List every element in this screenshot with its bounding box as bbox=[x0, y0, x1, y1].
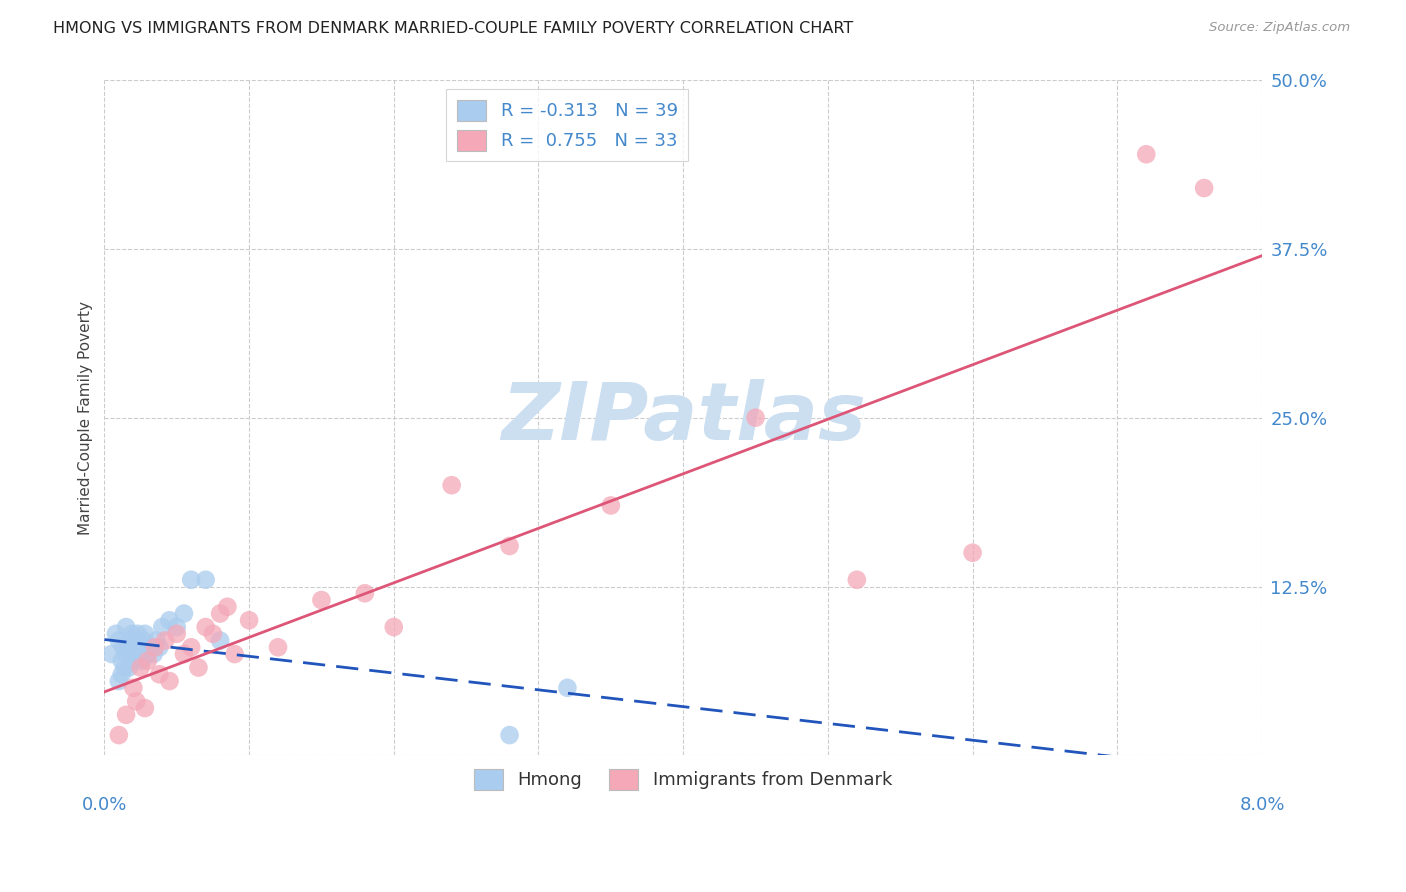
Point bbox=[238, 613, 260, 627]
Point bbox=[962, 546, 984, 560]
Point bbox=[845, 573, 868, 587]
Point bbox=[118, 660, 141, 674]
Point bbox=[209, 633, 232, 648]
Point bbox=[173, 647, 195, 661]
Point bbox=[134, 627, 156, 641]
Point bbox=[217, 599, 239, 614]
Point bbox=[115, 620, 138, 634]
Point bbox=[108, 674, 131, 689]
Text: ZIPatlas: ZIPatlas bbox=[501, 379, 866, 457]
Point bbox=[148, 640, 170, 655]
Point bbox=[150, 620, 173, 634]
Point bbox=[1192, 181, 1215, 195]
Point bbox=[115, 707, 138, 722]
Point bbox=[1135, 147, 1157, 161]
Point bbox=[134, 701, 156, 715]
Point bbox=[115, 647, 138, 661]
Point bbox=[100, 647, 122, 661]
Point bbox=[128, 647, 150, 661]
Point bbox=[112, 640, 135, 655]
Point bbox=[166, 620, 188, 634]
Point bbox=[111, 654, 134, 668]
Point bbox=[311, 593, 333, 607]
Point bbox=[187, 660, 209, 674]
Point bbox=[111, 667, 134, 681]
Point bbox=[382, 620, 405, 634]
Point bbox=[557, 681, 579, 695]
Y-axis label: Married-Couple Family Poverty: Married-Couple Family Poverty bbox=[79, 301, 93, 534]
Point bbox=[129, 640, 152, 655]
Point bbox=[104, 627, 127, 641]
Text: Source: ZipAtlas.com: Source: ZipAtlas.com bbox=[1209, 21, 1350, 35]
Point bbox=[224, 647, 246, 661]
Point bbox=[114, 660, 136, 674]
Point bbox=[143, 640, 166, 655]
Point bbox=[267, 640, 290, 655]
Point bbox=[132, 633, 155, 648]
Point bbox=[744, 410, 766, 425]
Point bbox=[120, 647, 142, 661]
Point bbox=[120, 633, 142, 648]
Point bbox=[153, 633, 176, 648]
Point bbox=[142, 647, 165, 661]
Point bbox=[108, 728, 131, 742]
Point bbox=[129, 660, 152, 674]
Point bbox=[121, 627, 143, 641]
Point bbox=[194, 573, 217, 587]
Text: 0.0%: 0.0% bbox=[82, 796, 127, 814]
Point bbox=[117, 640, 139, 655]
Point bbox=[599, 499, 621, 513]
Point bbox=[145, 633, 167, 648]
Point bbox=[194, 620, 217, 634]
Point bbox=[125, 694, 148, 708]
Point bbox=[201, 627, 224, 641]
Point bbox=[122, 654, 145, 668]
Point bbox=[173, 607, 195, 621]
Legend: Hmong, Immigrants from Denmark: Hmong, Immigrants from Denmark bbox=[467, 762, 900, 797]
Point bbox=[498, 539, 520, 553]
Point bbox=[125, 633, 148, 648]
Point bbox=[131, 654, 153, 668]
Point bbox=[166, 627, 188, 641]
Point bbox=[122, 640, 145, 655]
Point bbox=[127, 627, 149, 641]
Point bbox=[159, 613, 181, 627]
Point bbox=[136, 647, 159, 661]
Point bbox=[440, 478, 463, 492]
Point bbox=[139, 640, 162, 655]
Point bbox=[148, 667, 170, 681]
Point bbox=[124, 647, 146, 661]
Point bbox=[122, 681, 145, 695]
Point bbox=[180, 640, 202, 655]
Text: HMONG VS IMMIGRANTS FROM DENMARK MARRIED-COUPLE FAMILY POVERTY CORRELATION CHART: HMONG VS IMMIGRANTS FROM DENMARK MARRIED… bbox=[53, 21, 853, 37]
Point bbox=[108, 633, 131, 648]
Point bbox=[353, 586, 375, 600]
Point bbox=[498, 728, 520, 742]
Point bbox=[180, 573, 202, 587]
Text: 8.0%: 8.0% bbox=[1239, 796, 1285, 814]
Point bbox=[136, 654, 159, 668]
Point bbox=[159, 674, 181, 689]
Point bbox=[209, 607, 232, 621]
